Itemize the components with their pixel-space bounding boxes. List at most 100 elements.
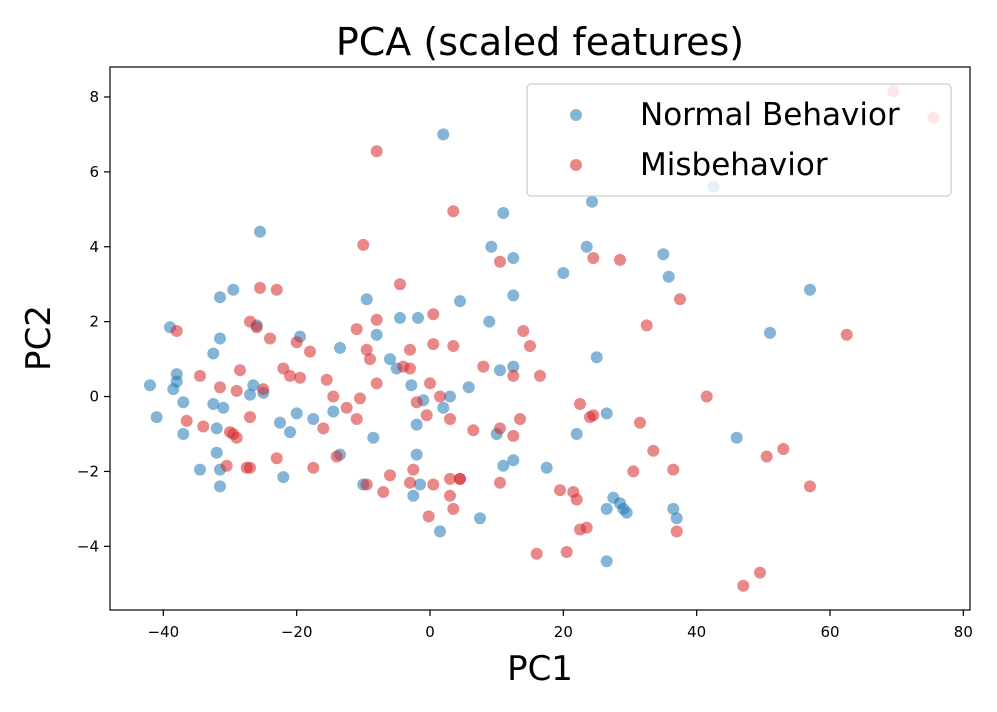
point-normal-behavior	[290, 407, 303, 420]
point-misbehavior	[234, 364, 246, 377]
point-misbehavior	[394, 278, 406, 291]
point-normal-behavior	[507, 454, 520, 467]
point-normal-behavior	[254, 225, 266, 238]
point-misbehavior	[284, 369, 296, 382]
point-misbehavior	[180, 414, 193, 427]
point-misbehavior	[370, 313, 383, 326]
point-normal-behavior	[670, 512, 683, 525]
point-misbehavior	[444, 472, 456, 485]
point-normal-behavior	[437, 401, 450, 414]
point-normal-behavior	[557, 267, 570, 279]
point-normal-behavior	[474, 512, 486, 525]
point-normal-behavior	[804, 283, 816, 296]
point-misbehavior	[304, 345, 316, 358]
point-misbehavior	[354, 392, 366, 405]
point-normal-behavior	[730, 431, 743, 444]
x-tick-label: 60	[820, 623, 839, 641]
point-normal-behavior	[437, 128, 450, 141]
point-normal-behavior	[454, 295, 466, 308]
point-misbehavior	[360, 343, 373, 356]
point-misbehavior	[420, 409, 433, 422]
point-misbehavior	[634, 416, 646, 429]
point-normal-behavior	[414, 478, 426, 491]
point-normal-behavior	[214, 332, 226, 345]
point-normal-behavior	[194, 463, 206, 476]
point-misbehavior	[494, 476, 506, 489]
point-misbehavior	[317, 422, 330, 435]
legend-label-normal-behavior: Normal Behavior	[640, 97, 900, 133]
point-misbehavior	[614, 253, 626, 266]
point-misbehavior	[560, 546, 573, 558]
point-misbehavior	[384, 469, 396, 482]
point-normal-behavior	[580, 240, 593, 253]
point-normal-behavior	[177, 396, 190, 409]
x-tick-label: 40	[687, 623, 706, 641]
point-misbehavior	[360, 478, 373, 491]
point-misbehavior	[444, 489, 456, 502]
point-normal-behavior	[412, 311, 424, 324]
point-normal-behavior	[360, 293, 373, 306]
point-misbehavior	[254, 281, 266, 294]
point-misbehavior	[350, 413, 363, 425]
y-tick-label: 4	[89, 238, 99, 256]
point-misbehavior	[494, 422, 506, 435]
point-misbehavior	[454, 472, 466, 485]
point-misbehavior	[407, 463, 420, 476]
point-misbehavior	[410, 396, 423, 409]
point-normal-behavior	[662, 270, 675, 283]
point-normal-behavior	[507, 252, 520, 264]
point-normal-behavior	[586, 195, 598, 208]
point-misbehavior	[477, 360, 490, 373]
point-misbehavior	[434, 390, 446, 403]
point-misbehavior	[840, 328, 853, 341]
point-misbehavior	[270, 452, 283, 465]
point-misbehavior	[777, 443, 790, 455]
point-normal-behavior	[244, 388, 256, 401]
point-misbehavior	[370, 377, 383, 390]
point-normal-behavior	[307, 413, 320, 425]
point-misbehavior	[327, 390, 340, 403]
point-normal-behavior	[207, 347, 220, 360]
y-axis-label: PC2	[19, 305, 59, 371]
point-normal-behavior	[214, 291, 226, 304]
point-normal-behavior	[434, 525, 446, 538]
point-misbehavior	[340, 401, 353, 414]
point-normal-behavior	[444, 390, 456, 403]
point-misbehavior	[427, 308, 440, 321]
point-misbehavior	[424, 377, 436, 390]
point-misbehavior	[447, 502, 460, 515]
point-misbehavior	[404, 343, 416, 356]
point-normal-behavior	[327, 405, 340, 418]
point-misbehavior	[357, 238, 370, 251]
x-tick-label: −40	[148, 623, 180, 641]
point-normal-behavior	[570, 428, 583, 440]
point-misbehavior	[647, 444, 660, 457]
point-normal-behavior	[207, 398, 220, 410]
point-normal-behavior	[274, 416, 286, 429]
point-misbehavior	[574, 398, 586, 410]
point-normal-behavior	[210, 446, 223, 459]
point-misbehavior	[534, 369, 546, 382]
point-normal-behavior	[384, 353, 396, 366]
point-normal-behavior	[210, 422, 223, 435]
legend-marker-normal-behavior	[570, 109, 582, 121]
point-normal-behavior	[600, 555, 613, 568]
point-normal-behavior	[494, 364, 506, 377]
y-tick-label: −4	[77, 537, 99, 555]
point-normal-behavior	[483, 315, 496, 328]
point-misbehavior	[250, 321, 263, 334]
point-misbehavior	[364, 353, 376, 366]
point-misbehavior	[240, 461, 253, 474]
point-misbehavior	[700, 390, 713, 403]
point-misbehavior	[397, 360, 410, 373]
point-normal-behavior	[657, 248, 670, 261]
point-misbehavior	[570, 493, 583, 506]
point-normal-behavior	[410, 448, 423, 461]
point-misbehavior	[230, 431, 243, 444]
point-normal-behavior	[144, 379, 156, 392]
point-normal-behavior	[600, 407, 613, 420]
point-misbehavior	[194, 369, 206, 382]
point-normal-behavior	[600, 502, 613, 515]
x-tick-label: 80	[954, 623, 973, 641]
